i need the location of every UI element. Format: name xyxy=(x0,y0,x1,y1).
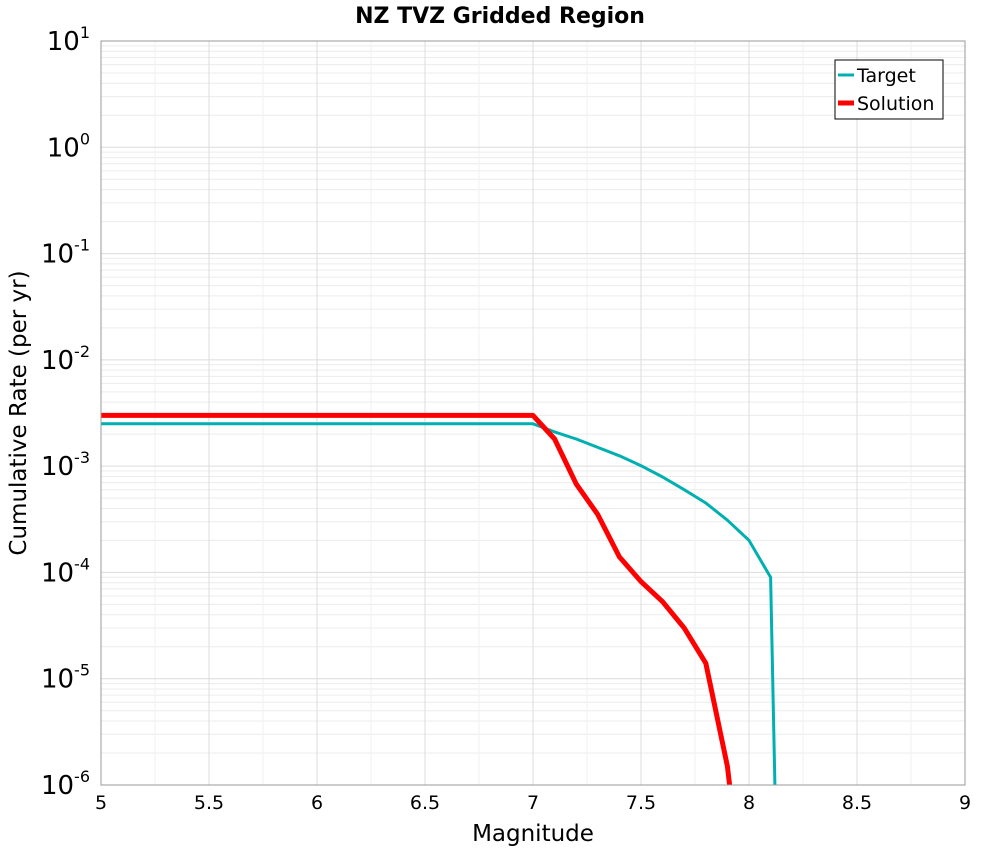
legend-box xyxy=(834,59,944,120)
x-tick-label: 7 xyxy=(527,792,539,814)
x-axis-label: Magnitude xyxy=(472,821,594,847)
legend-label-target: Target xyxy=(856,65,916,87)
series-line-solution xyxy=(101,412,733,786)
series-layer xyxy=(101,412,777,786)
y-tick-labels: 101 100 10-1 10-2 10-3 10-4 10-5 10-6 xyxy=(41,23,90,801)
x-tick-label: 6.5 xyxy=(410,792,440,814)
plot-frame xyxy=(100,40,966,786)
y-tick-label: 10-2 xyxy=(41,342,90,376)
y-tick-label: 10-4 xyxy=(41,554,90,588)
legend-label-solution: Solution xyxy=(857,93,934,115)
x-tick-label: 5.5 xyxy=(194,792,224,814)
y-tick-label: 10-6 xyxy=(41,767,90,801)
legend: Target Solution xyxy=(834,59,944,120)
chart-title: NZ TVZ Gridded Region xyxy=(355,4,645,29)
y-tick-label: 10-3 xyxy=(41,448,90,482)
y-tick-label: 10-5 xyxy=(41,661,90,695)
x-tick-label: 9 xyxy=(959,792,971,814)
y-tick-label: 101 xyxy=(47,23,90,57)
x-tick-label: 5 xyxy=(95,792,107,814)
x-tick-label: 6 xyxy=(311,792,323,814)
x-tick-labels: 5 5.5 6 6.5 7 7.5 8 8.5 9 xyxy=(95,792,971,814)
y-tick-label: 100 xyxy=(47,129,90,163)
y-axis-label: Cumulative Rate (per yr) xyxy=(6,270,32,555)
x-tick-label: 7.5 xyxy=(626,792,656,814)
x-tick-label: 8.5 xyxy=(842,792,872,814)
x-tick-label: 8 xyxy=(743,792,755,814)
y-tick-label: 10-1 xyxy=(41,236,90,270)
series-line-target xyxy=(101,422,777,786)
